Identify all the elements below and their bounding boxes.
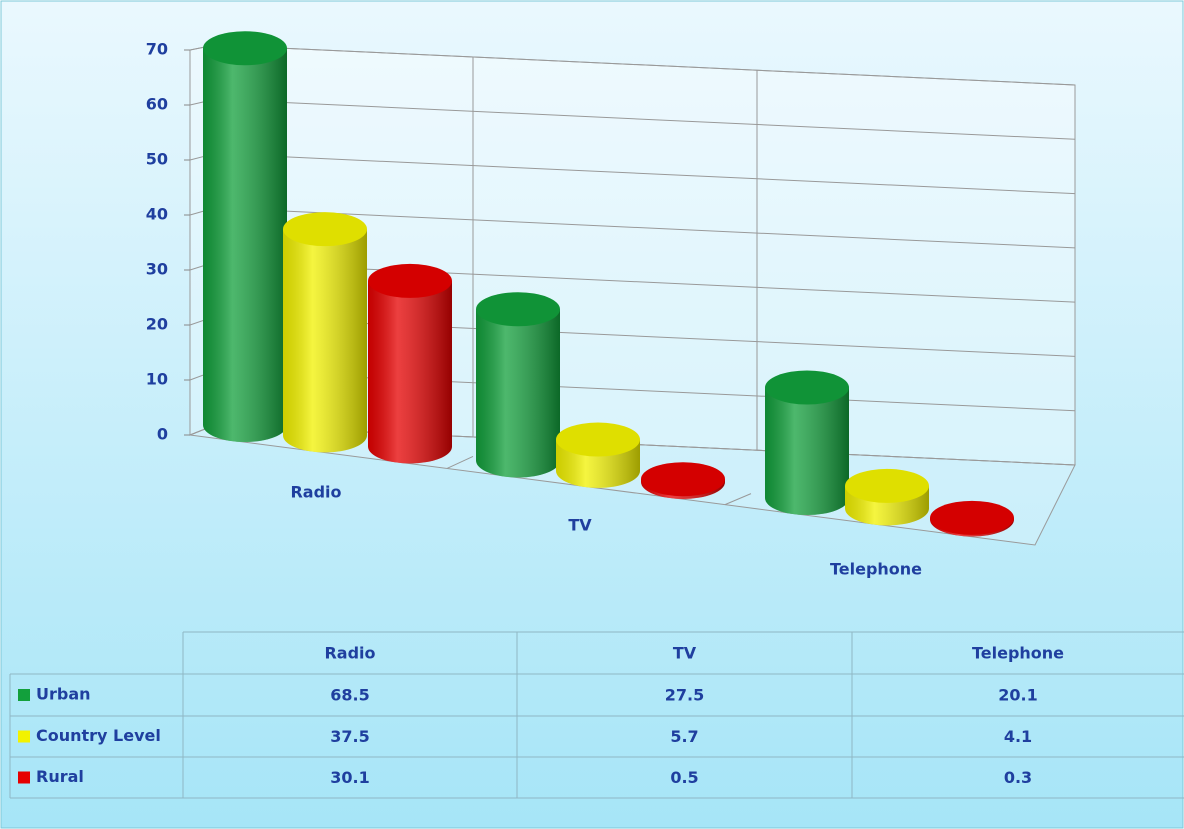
grid-line bbox=[214, 153, 1076, 195]
legend-label: Country Level bbox=[36, 726, 161, 745]
y-tick-label: 40 bbox=[146, 205, 168, 224]
table-value: 0.3 bbox=[1004, 768, 1032, 787]
legend-swatch bbox=[18, 730, 30, 743]
cylinder-top-shade bbox=[476, 292, 560, 327]
y-tick-label: 20 bbox=[146, 315, 168, 334]
table-value: 20.1 bbox=[998, 686, 1037, 705]
cylinder-top-shade bbox=[641, 462, 725, 497]
cylinder-top bbox=[556, 422, 640, 457]
cylinder-shade bbox=[203, 48, 287, 442]
table-value: 5.7 bbox=[670, 727, 698, 746]
y-tick-label: 50 bbox=[146, 150, 168, 169]
cylinder-top-shade bbox=[930, 500, 1014, 535]
grid-line bbox=[214, 207, 1076, 249]
cylinder-top bbox=[476, 292, 560, 327]
table-value: 4.1 bbox=[1004, 727, 1032, 746]
cylinder-shade bbox=[283, 229, 367, 453]
cylinder-top bbox=[930, 500, 1014, 535]
floor-divider bbox=[724, 493, 752, 506]
cylinder-shade bbox=[765, 387, 849, 516]
cylinder-top bbox=[641, 462, 725, 497]
cylinder-top-shade bbox=[765, 370, 849, 405]
cylinder-top-shade bbox=[368, 263, 452, 298]
y-tick-label: 70 bbox=[146, 40, 168, 59]
y-tick-label: 0 bbox=[157, 425, 168, 444]
y-tick-label: 10 bbox=[146, 370, 168, 389]
cylinder-top bbox=[765, 370, 849, 405]
y-tick-label: 60 bbox=[146, 95, 168, 114]
legend-label: Urban bbox=[36, 685, 91, 704]
cylinder-top-shade bbox=[845, 468, 929, 503]
table-value: 30.1 bbox=[330, 768, 369, 787]
floor-divider bbox=[446, 456, 474, 469]
table-header: TV bbox=[673, 644, 697, 663]
legend-label: Rural bbox=[36, 767, 84, 786]
cylinder-top bbox=[368, 263, 452, 298]
table-value: 37.5 bbox=[330, 727, 369, 746]
cylinder-top-shade bbox=[283, 212, 367, 247]
cylinder-top-shade bbox=[556, 422, 640, 457]
cylinder-top bbox=[283, 212, 367, 247]
plot-area: 0 10 20 30 40 50 60 70 Radio TV Telephone bbox=[146, 31, 1076, 579]
table-header: Telephone bbox=[972, 644, 1064, 663]
table-value: 27.5 bbox=[665, 686, 704, 705]
table-value: 0.5 bbox=[670, 768, 698, 787]
x-tick-label: TV bbox=[568, 516, 592, 535]
grid-line bbox=[214, 44, 1076, 86]
table-value: 68.5 bbox=[330, 686, 369, 705]
x-tick-label: Radio bbox=[290, 483, 341, 502]
cylinder-top bbox=[203, 31, 287, 66]
y-tick-label: 30 bbox=[146, 260, 168, 279]
data-table: Radio TV Telephone Urban 68.5 27.5 20.1 Country… bbox=[9, 631, 1184, 799]
legend-swatch bbox=[18, 771, 30, 784]
table-header: Radio bbox=[324, 644, 375, 663]
grid-line bbox=[214, 98, 1076, 140]
cylinder-shade bbox=[368, 280, 452, 464]
cylinder-top bbox=[845, 468, 929, 503]
x-tick-label: Telephone bbox=[830, 560, 922, 579]
cylinder-top-shade bbox=[203, 31, 287, 66]
legend-swatch bbox=[18, 689, 30, 701]
cylinder-shade bbox=[476, 309, 560, 478]
